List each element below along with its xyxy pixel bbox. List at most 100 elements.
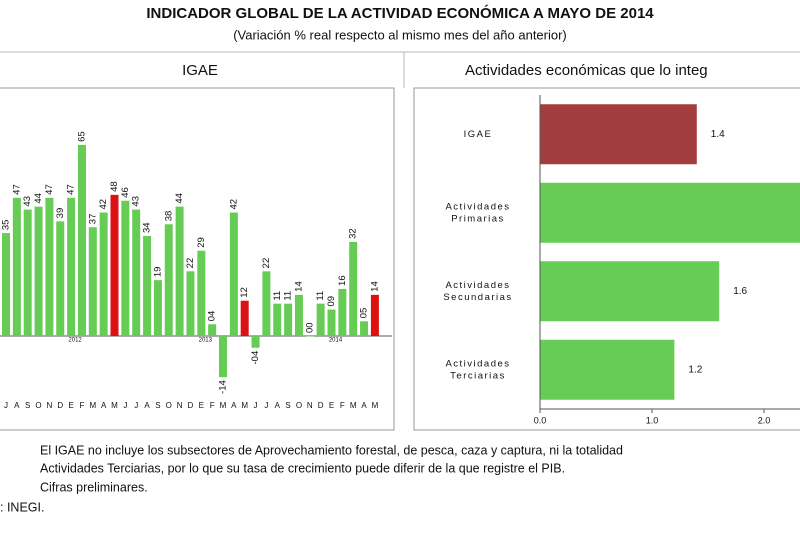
bar [121,200,130,336]
value-label: 22 [185,258,196,269]
value-label: 11 [272,291,283,301]
value-label: 42 [98,199,109,210]
value-label: 32 [348,228,359,239]
x-tick-label: A [275,401,281,410]
x-tick-label: F [210,401,215,410]
value-label: 29 [196,237,207,248]
source: : INEGI. [0,500,44,514]
x-tick-label: D [188,401,194,410]
value-label: 00 [304,322,315,333]
bar [23,209,32,336]
value-label: 14 [293,281,304,292]
x-tick-label: A [14,401,20,410]
x-tick-label: E [68,401,73,410]
panel-frame [0,87,395,431]
bar [273,303,282,336]
bar [316,303,325,336]
bar [197,250,206,336]
value-label: -04 [250,351,261,365]
bar [88,227,97,336]
x-tick-label: O [166,401,172,410]
x-tick-label: E [329,401,334,410]
year-label: 2013 [199,338,213,344]
x-tick-label: A [231,401,237,410]
bar [284,303,293,336]
bar [540,261,720,322]
bar [12,197,21,336]
x-tick-label: J [123,401,127,410]
value-label: 37 [87,214,98,225]
x-tick-label: M [372,401,379,410]
panel-title: IGAE [182,62,218,79]
x-tick-label: 1.0 [646,415,659,425]
bar [67,197,76,336]
footnote: Cifras preliminares. [40,480,148,494]
x-tick-label: 0.0 [534,415,547,425]
bar [186,271,195,336]
x-tick-label: A [361,401,367,410]
bar [34,206,43,336]
bar [370,294,379,336]
x-tick-label: O [296,401,302,410]
value-label: 47 [66,184,77,195]
bar [251,336,260,348]
x-tick-label: F [340,401,345,410]
value-label: 44 [174,193,185,204]
x-tick-label: J [134,401,138,410]
value-label: 16 [337,275,348,286]
value-label: 46 [120,187,131,198]
bar [219,336,227,378]
x-tick-label: J [264,401,268,410]
bar [77,144,86,336]
value-label: 42 [228,199,239,210]
bar [99,212,108,336]
bar [229,212,238,336]
x-tick-label: A [144,401,150,410]
year-label: 2014 [329,338,343,344]
value-label: 09 [326,296,337,307]
x-tick-label: A [101,401,107,410]
bar [540,339,675,400]
bar [45,197,54,336]
x-tick-label: J [254,401,258,410]
value-label: 35 [1,220,12,231]
x-tick-label: S [285,401,290,410]
bar [2,233,10,336]
value-label: 39 [55,208,66,219]
x-tick-label: J [4,401,8,410]
category-label: Actividades [445,358,510,369]
bar [540,182,800,243]
x-tick-label: M [350,401,357,410]
panel-frame [413,87,800,431]
category-label: Primarias [451,213,505,224]
slide-subtitle: (Variación % real respecto al mismo mes … [233,27,567,42]
x-tick-label: N [177,401,183,410]
value-label: 48 [109,181,120,192]
value-label: 47 [11,184,22,195]
bar [305,336,314,337]
bar [338,288,347,336]
bar [56,221,65,336]
category-label: IGAE [464,129,493,140]
value-label: 22 [261,258,272,269]
bar [240,300,249,336]
value-label: 1.4 [711,129,725,140]
bar [540,104,697,165]
bar [262,271,271,336]
x-tick-label: M [220,401,227,410]
x-tick-label: D [57,401,63,410]
x-tick-label: M [241,401,248,410]
value-label: 11 [315,291,326,301]
value-label: 1.2 [688,364,702,375]
bar [132,209,141,336]
bar [327,309,336,336]
x-tick-label: S [155,401,160,410]
bar [294,294,303,336]
x-tick-label: M [89,401,96,410]
category-label: Actividades [445,201,510,212]
footnote: El IGAE no incluye los subsectores de Ap… [40,443,623,457]
footnote: Actividades Terciarias, por lo que su ta… [40,461,565,475]
value-label: -14 [218,380,229,394]
